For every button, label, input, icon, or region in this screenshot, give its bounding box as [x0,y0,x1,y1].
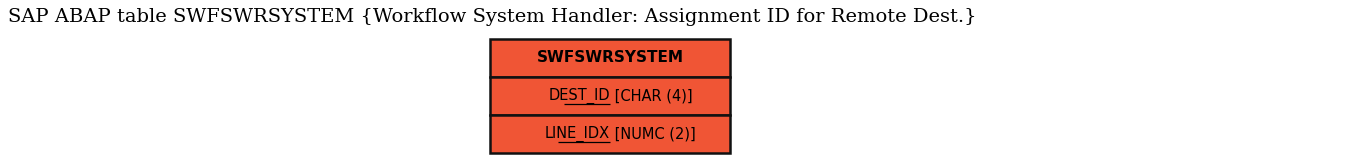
Text: SAP ABAP table SWFSWRSYSTEM {Workflow System Handler: Assignment ID for Remote D: SAP ABAP table SWFSWRSYSTEM {Workflow Sy… [8,8,977,26]
Text: [NUMC (2)]: [NUMC (2)] [610,127,695,142]
Text: LINE_IDX: LINE_IDX [545,126,610,142]
Text: [CHAR (4)]: [CHAR (4)] [610,88,693,103]
Text: SWFSWRSYSTEM: SWFSWRSYSTEM [537,50,683,66]
Bar [490,115,731,153]
Bar [490,39,731,77]
Bar [490,77,731,115]
Text: DEST_ID: DEST_ID [548,88,610,104]
